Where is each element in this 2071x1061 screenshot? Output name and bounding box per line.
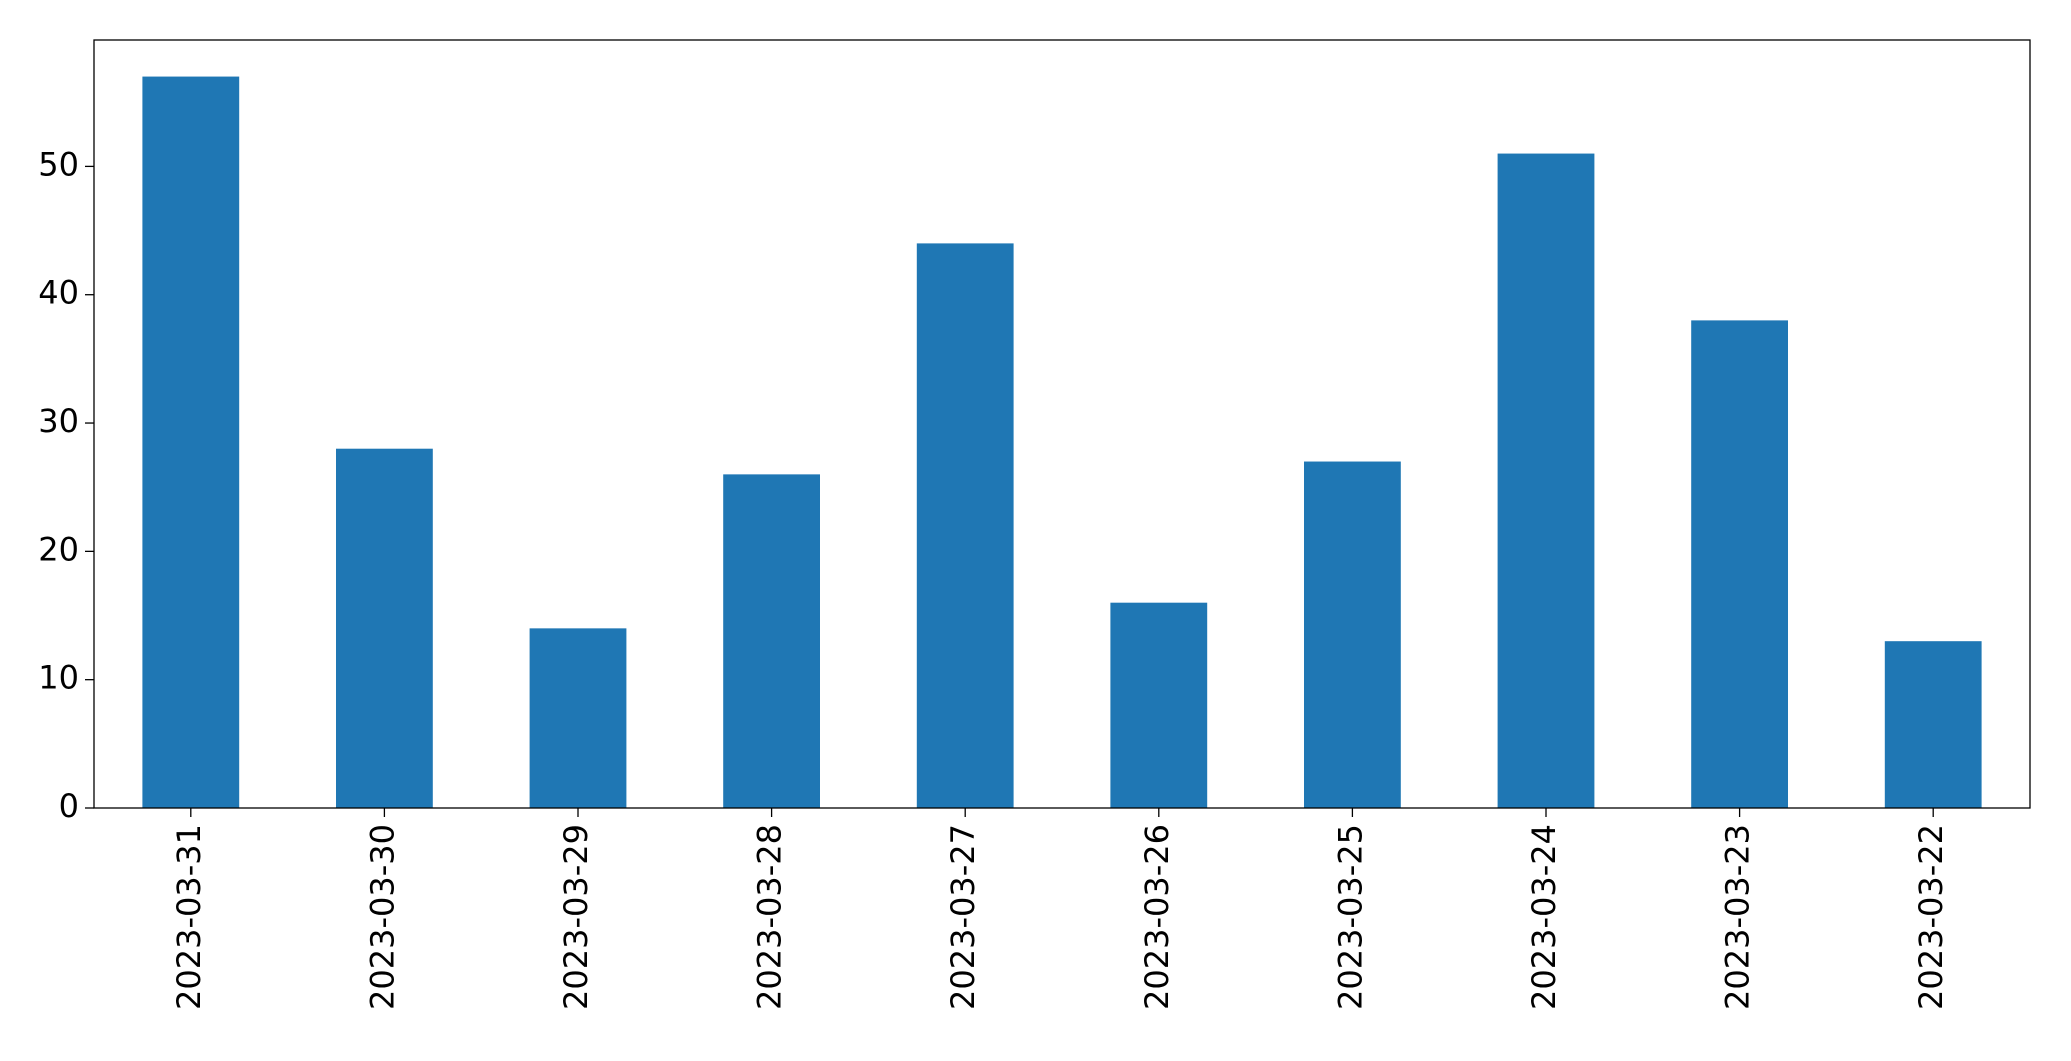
y-tick-label: 40 bbox=[38, 274, 79, 312]
bar bbox=[142, 76, 240, 809]
bar bbox=[336, 448, 433, 808]
y-tick-label: 30 bbox=[38, 402, 79, 440]
x-tick-label: 2023-03-26 bbox=[1138, 824, 1176, 1010]
bar bbox=[723, 474, 820, 808]
x-tick-label: 2023-03-24 bbox=[1525, 824, 1563, 1010]
x-tick-label: 2023-03-30 bbox=[363, 824, 401, 1010]
bar bbox=[529, 628, 627, 808]
bar bbox=[1304, 461, 1401, 808]
x-tick-label: 2023-03-28 bbox=[751, 824, 789, 1010]
y-tick-label: 10 bbox=[38, 659, 79, 697]
bar bbox=[1691, 320, 1788, 808]
bar bbox=[1497, 153, 1595, 808]
x-tick-label: 2023-03-29 bbox=[557, 824, 595, 1010]
plot-frame bbox=[93, 39, 2031, 809]
bar bbox=[1884, 641, 1982, 808]
y-tick-label: 0 bbox=[59, 787, 79, 825]
x-tick-label: 2023-03-23 bbox=[1719, 824, 1757, 1010]
x-tick-label: 2023-03-31 bbox=[170, 824, 208, 1010]
x-tick-label: 2023-03-25 bbox=[1331, 824, 1369, 1010]
bar bbox=[1110, 602, 1208, 808]
y-tick-label: 20 bbox=[38, 530, 79, 568]
bar bbox=[916, 243, 1014, 808]
y-tick-label: 50 bbox=[38, 145, 79, 183]
x-tick-label: 2023-03-27 bbox=[944, 824, 982, 1010]
x-tick-label: 2023-03-22 bbox=[1912, 824, 1950, 1010]
